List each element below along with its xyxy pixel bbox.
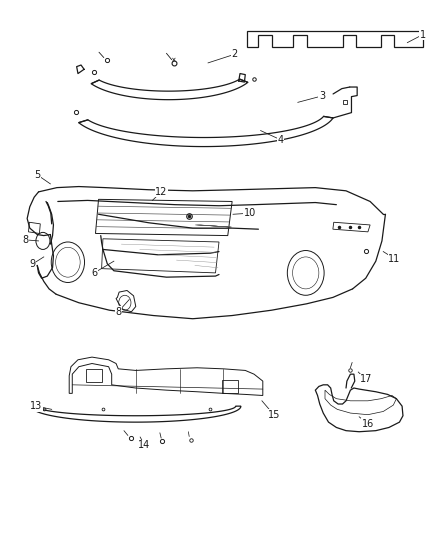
Text: 8: 8 xyxy=(115,307,121,317)
Bar xyxy=(86,369,102,382)
Text: 12: 12 xyxy=(155,187,167,197)
Text: 1: 1 xyxy=(420,30,426,39)
Text: 5: 5 xyxy=(34,170,40,180)
Text: 8: 8 xyxy=(22,235,28,245)
Text: 10: 10 xyxy=(244,208,256,218)
Text: 16: 16 xyxy=(362,419,374,429)
Text: 9: 9 xyxy=(30,259,36,269)
Text: 17: 17 xyxy=(360,375,372,384)
Text: 3: 3 xyxy=(319,91,325,101)
Text: 4: 4 xyxy=(277,135,283,144)
Bar xyxy=(222,380,238,393)
Text: 6: 6 xyxy=(91,268,97,278)
Text: 15: 15 xyxy=(268,410,280,419)
Text: 11: 11 xyxy=(388,254,400,263)
Text: 13: 13 xyxy=(30,401,42,411)
Text: 2: 2 xyxy=(231,50,237,59)
Text: 14: 14 xyxy=(138,440,151,450)
